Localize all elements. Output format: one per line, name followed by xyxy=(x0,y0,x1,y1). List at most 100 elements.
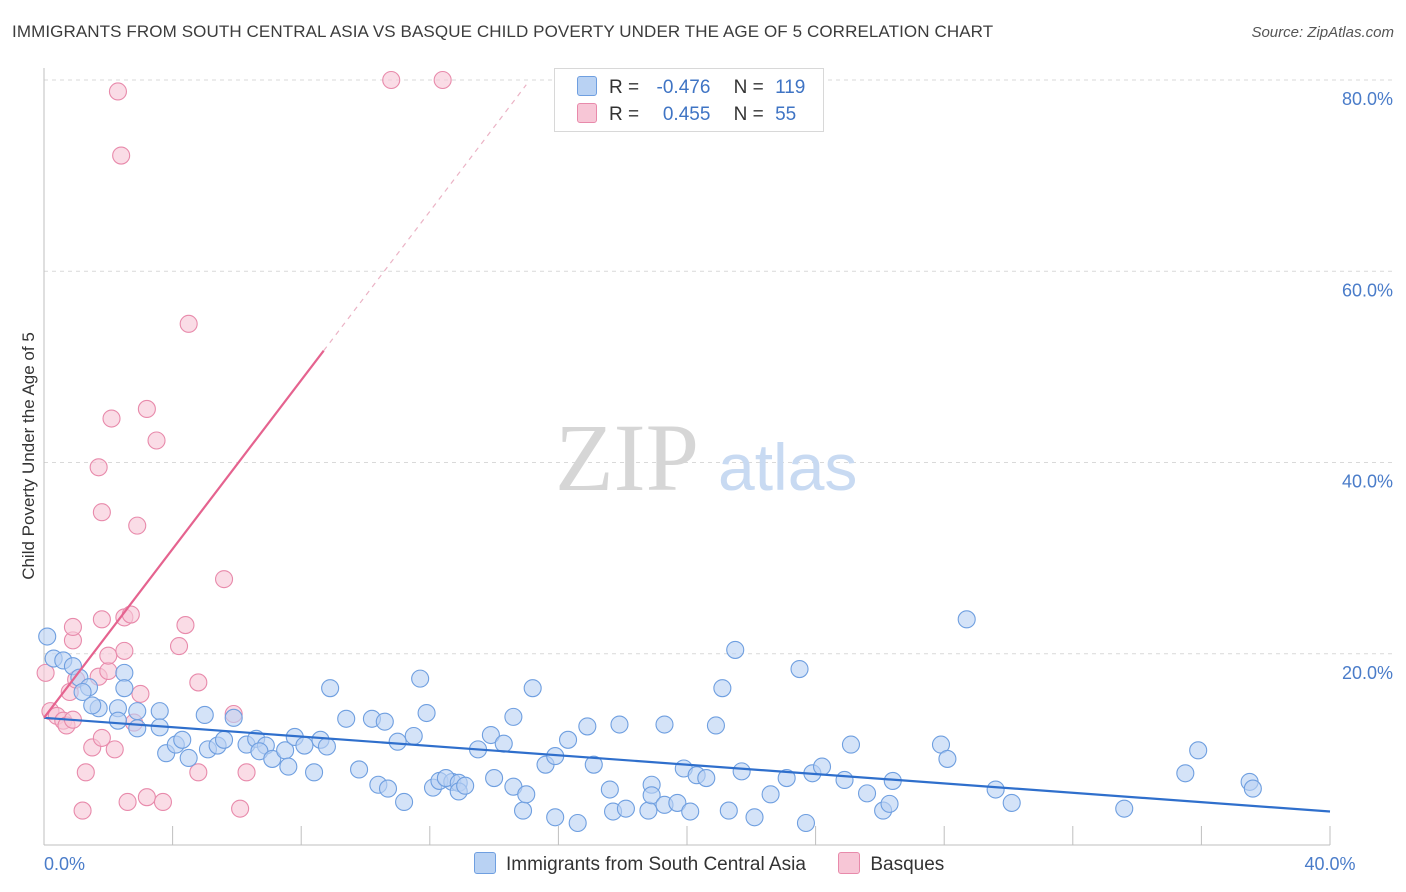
trend-line-south-central-asia xyxy=(43,716,1331,813)
y-tick-label: 80.0% xyxy=(1342,89,1393,109)
south-central-asia-point xyxy=(179,748,198,768)
south-central-asia-point xyxy=(697,769,716,788)
south-central-asia-point xyxy=(504,707,523,726)
trend-line-basques xyxy=(43,349,325,719)
south-central-asia-point xyxy=(38,627,57,646)
n-value: 55 xyxy=(775,104,797,125)
basques-point xyxy=(189,763,208,782)
basques-point xyxy=(99,646,118,665)
basques-point xyxy=(118,792,137,812)
trend-lines xyxy=(43,84,1331,813)
south-central-asia-point xyxy=(957,610,976,629)
r-label: R = xyxy=(609,104,640,125)
south-central-asia-point xyxy=(108,711,127,730)
south-central-asia-point xyxy=(214,730,234,749)
south-central-asia-point xyxy=(337,709,356,728)
legend-swatch-pink xyxy=(838,852,861,874)
legend-item-basques[interactable]: Basques xyxy=(838,852,944,876)
south-central-asia-point xyxy=(411,669,430,688)
south-central-asia-point xyxy=(485,769,504,788)
blue-swatch xyxy=(577,76,597,96)
basques-point xyxy=(214,570,234,589)
south-central-asia-point xyxy=(938,749,957,768)
south-central-asia-point xyxy=(317,737,336,756)
stats-row-south-central-asia: R = -0.476 N = 119 xyxy=(577,76,805,100)
basques-point xyxy=(73,801,92,820)
south-central-asia-point xyxy=(841,735,861,754)
south-central-asia-point xyxy=(857,784,877,803)
south-central-asia-point xyxy=(295,736,314,755)
south-central-asia-points xyxy=(38,610,1262,833)
basques-point xyxy=(433,70,452,90)
r-value: 0.455 xyxy=(662,104,711,125)
basques-point xyxy=(36,663,55,682)
south-central-asia-point xyxy=(568,813,587,833)
y-tick-label: 60.0% xyxy=(1342,280,1393,300)
south-central-asia-point xyxy=(732,762,751,781)
basques-point xyxy=(147,431,166,450)
basques-point xyxy=(89,458,108,477)
south-central-asia-point xyxy=(600,780,619,799)
south-central-asia-point xyxy=(150,702,169,721)
south-central-asia-point xyxy=(417,703,436,723)
tick-labels: 20.0% 40.0% 60.0% 80.0% 0.0% 40.0% xyxy=(44,89,1393,874)
basques-point xyxy=(137,788,156,807)
south-central-asia-point xyxy=(745,808,764,827)
basques-point xyxy=(105,740,124,759)
south-central-asia-point xyxy=(517,785,536,804)
chart-title: IMMIGRANTS FROM SOUTH CENTRAL ASIA VS BA… xyxy=(12,22,994,41)
basques-point xyxy=(153,792,173,812)
basques-point xyxy=(92,503,111,522)
south-central-asia-point xyxy=(263,749,282,768)
south-central-asia-point xyxy=(642,786,661,805)
south-central-asia-point xyxy=(1189,741,1208,760)
n-value: 119 xyxy=(775,77,806,98)
south-central-asia-point xyxy=(726,640,745,659)
south-central-asia-point xyxy=(761,785,780,804)
basques-point xyxy=(237,763,256,782)
n-label: N = xyxy=(733,77,764,98)
basques-point xyxy=(231,799,250,818)
south-central-asia-point xyxy=(546,808,565,827)
correlation-stats-box: R = -0.476 N = 119 R = 0.455 N = 55 xyxy=(554,68,824,132)
basques-point xyxy=(92,728,111,747)
x-tick-label: 0.0% xyxy=(44,854,85,874)
south-central-asia-point xyxy=(279,757,298,776)
south-central-asia-point xyxy=(388,732,407,751)
south-central-asia-point xyxy=(558,730,578,749)
south-central-asia-point xyxy=(796,813,816,833)
south-central-asia-point xyxy=(777,769,796,788)
legend-swatch-blue xyxy=(474,852,496,874)
r-label: R = xyxy=(609,77,640,98)
x-tick-label: 40.0% xyxy=(1304,854,1355,874)
basques-point xyxy=(102,409,121,428)
south-central-asia-point xyxy=(616,799,635,818)
south-central-asia-point xyxy=(706,716,725,735)
south-central-asia-point xyxy=(375,712,394,731)
basques-point xyxy=(112,146,131,165)
south-central-asia-point xyxy=(655,715,674,734)
south-central-asia-point xyxy=(610,715,629,734)
south-central-asia-point xyxy=(195,705,214,725)
south-central-asia-point xyxy=(83,696,102,715)
legend-label: Immigrants from South Central Asia xyxy=(506,854,806,875)
basques-point xyxy=(76,763,95,782)
basques-point xyxy=(128,516,147,535)
south-central-asia-point xyxy=(173,730,192,749)
south-central-asia-point xyxy=(305,763,324,782)
n-label: N = xyxy=(733,104,764,125)
watermark: ZIP atlas xyxy=(555,404,857,511)
grid-lines xyxy=(44,79,1392,655)
y-tick-label: 40.0% xyxy=(1342,472,1393,492)
south-central-asia-point xyxy=(128,719,147,738)
south-central-asia-point xyxy=(1115,799,1134,818)
south-central-asia-point xyxy=(1243,779,1262,798)
trend-line-basques-extension xyxy=(323,84,527,352)
south-central-asia-point xyxy=(378,779,398,798)
south-central-asia-point xyxy=(639,801,658,820)
legend-item-south-central-asia[interactable]: Immigrants from South Central Asia xyxy=(474,852,806,876)
south-central-asia-point xyxy=(115,663,134,682)
south-central-asia-point xyxy=(115,679,134,698)
legend: Immigrants from South Central Asia Basqu… xyxy=(474,852,972,876)
